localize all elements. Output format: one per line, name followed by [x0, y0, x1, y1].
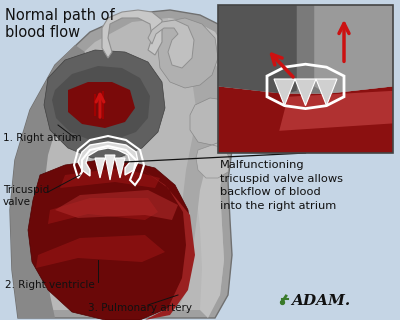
Bar [218, 5, 393, 153]
Polygon shape [168, 18, 235, 318]
Polygon shape [190, 98, 232, 145]
Polygon shape [102, 10, 162, 58]
Polygon shape [10, 10, 242, 318]
Polygon shape [218, 5, 393, 94]
Polygon shape [218, 86, 393, 153]
Polygon shape [10, 45, 85, 318]
Point [279, 300, 285, 305]
Polygon shape [78, 142, 138, 176]
Bar [218, 5, 393, 153]
Polygon shape [95, 158, 105, 178]
Polygon shape [158, 18, 218, 88]
Polygon shape [314, 5, 393, 94]
Polygon shape [148, 20, 194, 68]
Polygon shape [170, 48, 222, 308]
Polygon shape [196, 145, 230, 178]
Polygon shape [28, 160, 192, 320]
Polygon shape [105, 155, 115, 180]
Text: Malfunctioning
tricuspid valve allows
backflow of blood
into the right atrium: Malfunctioning tricuspid valve allows ba… [220, 160, 343, 211]
Polygon shape [18, 18, 235, 310]
Text: 3. Pulmonary artery: 3. Pulmonary artery [88, 303, 192, 313]
Polygon shape [279, 91, 393, 131]
Text: Normal path of
blood flow: Normal path of blood flow [5, 8, 115, 40]
Polygon shape [60, 168, 160, 188]
Polygon shape [55, 190, 178, 220]
Polygon shape [48, 198, 158, 224]
Text: 1. Right atrium: 1. Right atrium [3, 133, 82, 143]
Polygon shape [218, 5, 297, 94]
Polygon shape [44, 50, 165, 158]
Polygon shape [316, 79, 337, 106]
Polygon shape [68, 82, 135, 128]
Polygon shape [295, 79, 316, 106]
Polygon shape [115, 158, 125, 178]
Text: Tricuspid
valve: Tricuspid valve [3, 185, 49, 207]
Polygon shape [274, 79, 295, 106]
Polygon shape [36, 235, 165, 268]
Text: 2. Right ventricle: 2. Right ventricle [5, 280, 95, 290]
Polygon shape [52, 66, 150, 140]
Text: ADAM.: ADAM. [291, 294, 350, 308]
Polygon shape [140, 168, 195, 320]
